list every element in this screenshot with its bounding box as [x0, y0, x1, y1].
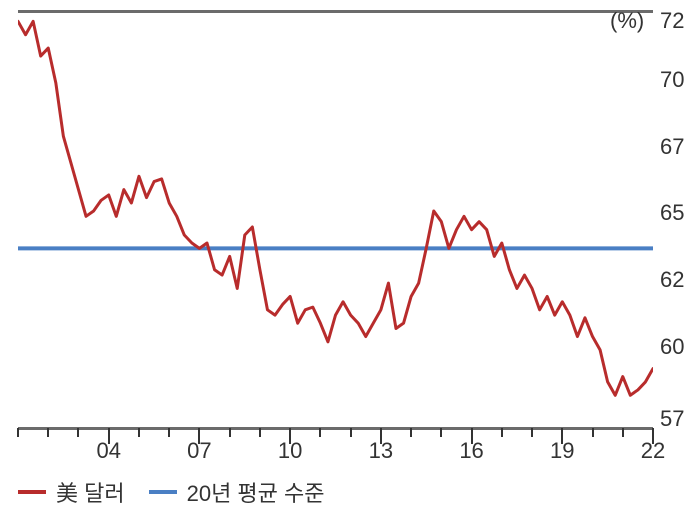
plot-area: [18, 10, 653, 430]
legend-swatch-avg: [149, 490, 177, 494]
x-tick-major: [652, 428, 654, 444]
x-tick-minor: [440, 428, 442, 437]
x-tick-minor: [138, 428, 140, 437]
y-tick-label: 67: [660, 134, 684, 160]
x-tick-minor: [501, 428, 503, 437]
x-tick-minor: [319, 428, 321, 437]
x-tick-minor: [77, 428, 79, 437]
x-tick-major: [198, 428, 200, 444]
series-usd: [18, 21, 653, 395]
x-tick-minor: [531, 428, 533, 437]
x-tick-minor: [622, 428, 624, 437]
legend-swatch-usd: [18, 490, 46, 494]
y-tick-label: 60: [660, 334, 684, 360]
x-tick-major: [471, 428, 473, 444]
legend-label-usd: 美 달러: [56, 476, 125, 508]
legend: 美 달러 20년 평균 수준: [18, 476, 349, 508]
x-tick-minor: [259, 428, 261, 437]
x-tick-minor: [592, 428, 594, 437]
legend-item-avg: 20년 평균 수준: [149, 476, 325, 508]
x-tick-major: [561, 428, 563, 444]
y-tick-label: 72: [660, 8, 684, 34]
x-tick-minor: [350, 428, 352, 437]
x-tick-major: [289, 428, 291, 444]
y-tick-label: 62: [660, 267, 684, 293]
x-tick-minor: [229, 428, 231, 437]
x-tick-minor: [47, 428, 49, 437]
x-tick-minor: [17, 428, 19, 437]
x-tick-major: [108, 428, 110, 444]
y-tick-label: 57: [660, 406, 684, 432]
chart-container: (%) 72706765626057 04071013161922 美 달러 2…: [0, 0, 697, 516]
y-tick-label: 70: [660, 67, 684, 93]
legend-item-usd: 美 달러: [18, 476, 125, 508]
y-tick-label: 65: [660, 200, 684, 226]
chart-svg: [18, 13, 653, 433]
x-tick-minor: [410, 428, 412, 437]
unit-label: (%): [610, 8, 644, 34]
x-tick-minor: [168, 428, 170, 437]
legend-label-avg: 20년 평균 수준: [187, 476, 325, 508]
x-tick-major: [380, 428, 382, 444]
